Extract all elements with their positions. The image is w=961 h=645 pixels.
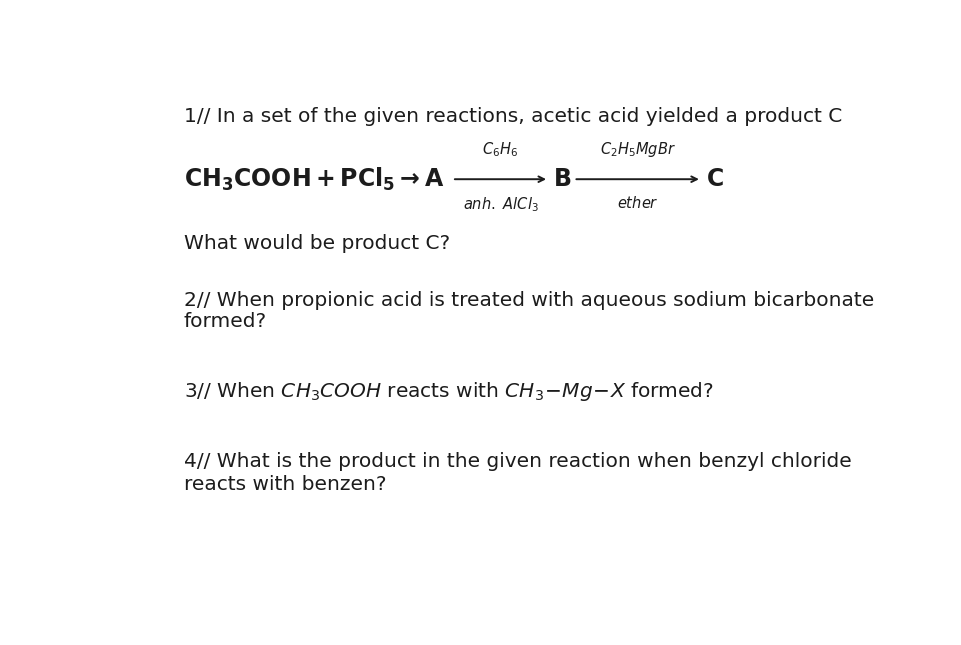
Text: $C_2H_5MgBr$: $C_2H_5MgBr$	[599, 141, 675, 159]
Text: $\mathdefault{B}$: $\mathdefault{B}$	[553, 167, 571, 191]
Text: $\mathdefault{CH_3COOH + PCl_5 \rightarrow A}$: $\mathdefault{CH_3COOH + PCl_5 \rightarr…	[184, 166, 443, 193]
Text: 2// When propionic acid is treated with aqueous sodium bicarbonate: 2// When propionic acid is treated with …	[184, 291, 873, 310]
Text: $C_6H_6$: $C_6H_6$	[482, 141, 518, 159]
Text: 3// When $CH_3COOH$ reacts with $CH_3\!-\!Mg\!-\!X$ formed?: 3// When $CH_3COOH$ reacts with $CH_3\!-…	[184, 381, 713, 403]
Text: reacts with benzen?: reacts with benzen?	[184, 475, 385, 493]
Text: 4// What is the product in the given reaction when benzyl chloride: 4// What is the product in the given rea…	[184, 452, 850, 471]
Text: What would be product C?: What would be product C?	[184, 234, 450, 253]
Text: 1// In a set of the given reactions, acetic acid yielded a product C: 1// In a set of the given reactions, ace…	[184, 107, 841, 126]
Text: $anh.\ AlCl_3$: $anh.\ AlCl_3$	[462, 195, 538, 213]
Text: $ether$: $ether$	[616, 195, 658, 211]
Text: formed?: formed?	[184, 312, 266, 331]
Text: $\mathdefault{C}$: $\mathdefault{C}$	[705, 167, 724, 191]
